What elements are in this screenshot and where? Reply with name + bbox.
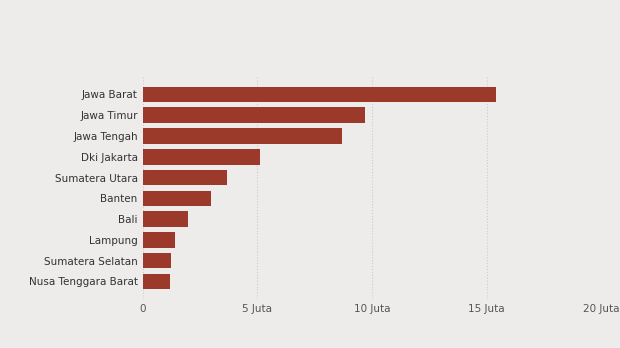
Bar	[143, 274, 170, 289]
Bar	[143, 87, 496, 102]
Bar	[143, 190, 211, 206]
Bar	[143, 232, 175, 248]
Bar	[143, 170, 228, 185]
Bar	[143, 149, 260, 165]
Bar	[143, 128, 342, 144]
Bar	[143, 211, 188, 227]
Bar	[143, 108, 365, 123]
Bar	[143, 253, 171, 268]
